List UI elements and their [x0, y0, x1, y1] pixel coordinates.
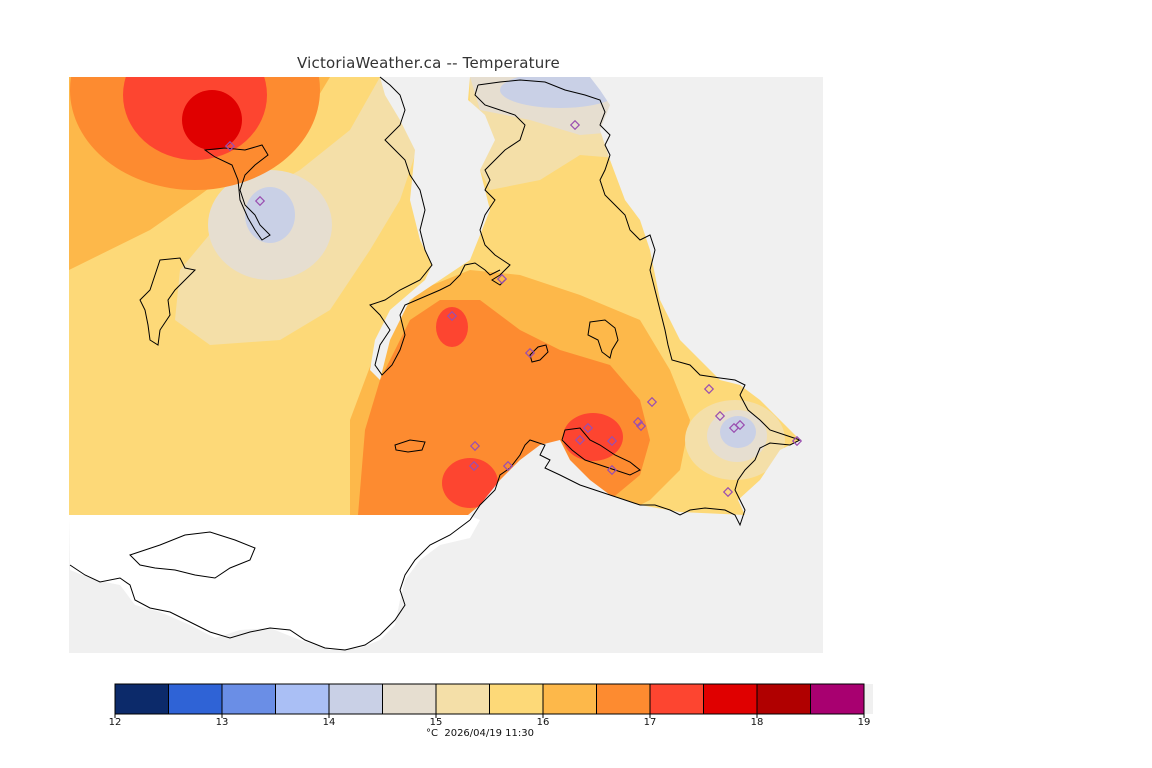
- legend-bin-13: [810, 683, 865, 715]
- legend-bin-6: [435, 683, 490, 715]
- shade-band-14-14.5: [500, 77, 620, 108]
- coastline-lagoon: [394, 439, 426, 453]
- station-marker: [791, 435, 803, 447]
- legend-tick-label: 15: [429, 717, 443, 728]
- legend-tick-label: 18: [750, 717, 764, 728]
- station-marker: [469, 440, 481, 452]
- station-marker: [635, 420, 647, 432]
- station-marker: [606, 435, 618, 447]
- coastline-saanich: [477, 79, 802, 527]
- legend-tick-marks: [114, 714, 865, 718]
- station-marker: [574, 434, 586, 446]
- legend-bin-1: [168, 683, 223, 715]
- station-marker: [468, 460, 480, 472]
- station-marker: [606, 464, 618, 476]
- water-bay: [590, 77, 823, 515]
- shade-band-17-17.5: [563, 413, 623, 461]
- legend-bin-4: [328, 683, 383, 715]
- station-marker: [254, 195, 266, 207]
- legend-bin-12: [756, 683, 811, 715]
- coastlines: [69, 76, 802, 651]
- coastline-west-peninsula: [139, 257, 197, 346]
- shade-band-17.5-18: [182, 90, 242, 150]
- legend-tick-label: 16: [536, 717, 550, 728]
- unshaded-water: [69, 515, 480, 650]
- shade-band-16.5-17: [358, 300, 650, 515]
- coastline-west-island: [203, 144, 271, 241]
- coastline-south: [69, 519, 471, 651]
- legend-caption: °C 2026/04/19 11:30: [426, 728, 534, 739]
- coastline-island-east: [587, 319, 619, 359]
- coastline-south-island: [129, 531, 256, 579]
- station-marker: [524, 347, 536, 359]
- coastline-central-east: [369, 76, 501, 376]
- legend-bin-9: [596, 683, 651, 715]
- coastline-harbour: [469, 439, 611, 521]
- shade-band-14-14.5: [245, 187, 295, 243]
- legend-tick-label: 14: [322, 717, 336, 728]
- legend-bin-11: [703, 683, 758, 715]
- shade-band-17-17.5: [436, 307, 468, 347]
- station-marker: [722, 486, 734, 498]
- station-marker: [734, 419, 746, 431]
- legend-tick-label: 12: [108, 717, 122, 728]
- station-marker: [569, 119, 581, 131]
- station-marker: [714, 410, 726, 422]
- legend-bin-8: [542, 683, 597, 715]
- coastline-saanich-west: [474, 84, 526, 286]
- legend-tick-label: 17: [643, 717, 657, 728]
- map-title: VictoriaWeather.ca -- Temperature: [297, 54, 560, 72]
- station-marker: [496, 273, 508, 285]
- legend-bin-0: [114, 683, 169, 715]
- legend-tick-label: 19: [857, 717, 871, 728]
- legend-bin-7: [489, 683, 544, 715]
- shade-band-14-14.5: [720, 416, 756, 448]
- legend-bin-3: [275, 683, 330, 715]
- station-marker: [703, 383, 715, 395]
- station-marker: [582, 422, 594, 434]
- station-marker: [502, 460, 514, 472]
- station-marker: [632, 416, 644, 428]
- legend-bin-5: [382, 683, 437, 715]
- legend-bin-2: [221, 683, 276, 715]
- station-marker: [224, 140, 236, 152]
- station-marker: [446, 310, 458, 322]
- shade-band-17-17.5: [442, 458, 498, 508]
- legend-colorbar: [114, 683, 865, 715]
- legend-bin-10: [649, 683, 704, 715]
- water-strait: [370, 77, 495, 380]
- coastline-inner-harbour: [561, 427, 641, 476]
- coastline-lake: [529, 344, 549, 363]
- water-harbour: [468, 440, 745, 515]
- station-markers: [224, 119, 803, 498]
- legend-tick-label: 13: [215, 717, 229, 728]
- station-marker: [646, 396, 658, 408]
